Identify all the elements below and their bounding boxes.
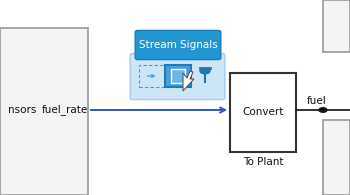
Text: fuel_rate: fuel_rate (42, 105, 88, 115)
FancyBboxPatch shape (130, 53, 225, 100)
Text: Stream Signals: Stream Signals (139, 40, 217, 50)
FancyBboxPatch shape (171, 69, 185, 83)
Text: Convert: Convert (242, 107, 284, 117)
Text: To Plant: To Plant (243, 157, 283, 167)
FancyBboxPatch shape (323, 120, 350, 195)
FancyBboxPatch shape (323, 0, 350, 52)
FancyBboxPatch shape (0, 28, 88, 195)
Polygon shape (183, 71, 194, 91)
Circle shape (200, 68, 210, 74)
Text: fuel: fuel (307, 96, 327, 106)
FancyBboxPatch shape (135, 30, 221, 59)
FancyBboxPatch shape (165, 65, 191, 87)
FancyBboxPatch shape (230, 73, 296, 152)
Text: nsors: nsors (8, 105, 36, 115)
Circle shape (319, 108, 327, 112)
